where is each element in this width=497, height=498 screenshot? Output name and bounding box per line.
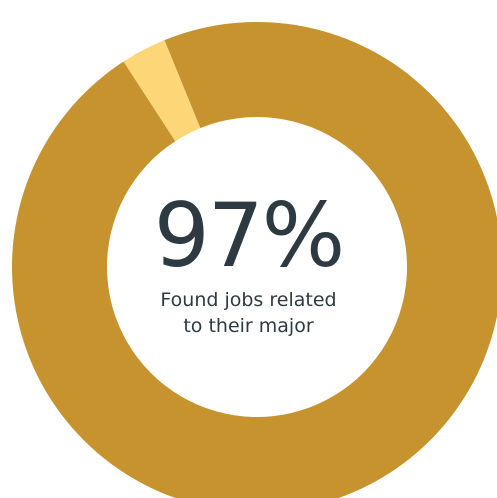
slice-minor	[123, 40, 201, 142]
center-caption-line-2: to their major	[183, 315, 314, 337]
slice-major	[12, 22, 497, 498]
center-value: 97%	[153, 184, 346, 287]
center-caption: Found jobs related to their major	[0, 287, 497, 339]
center-caption-line-1: Found jobs related	[160, 289, 337, 311]
